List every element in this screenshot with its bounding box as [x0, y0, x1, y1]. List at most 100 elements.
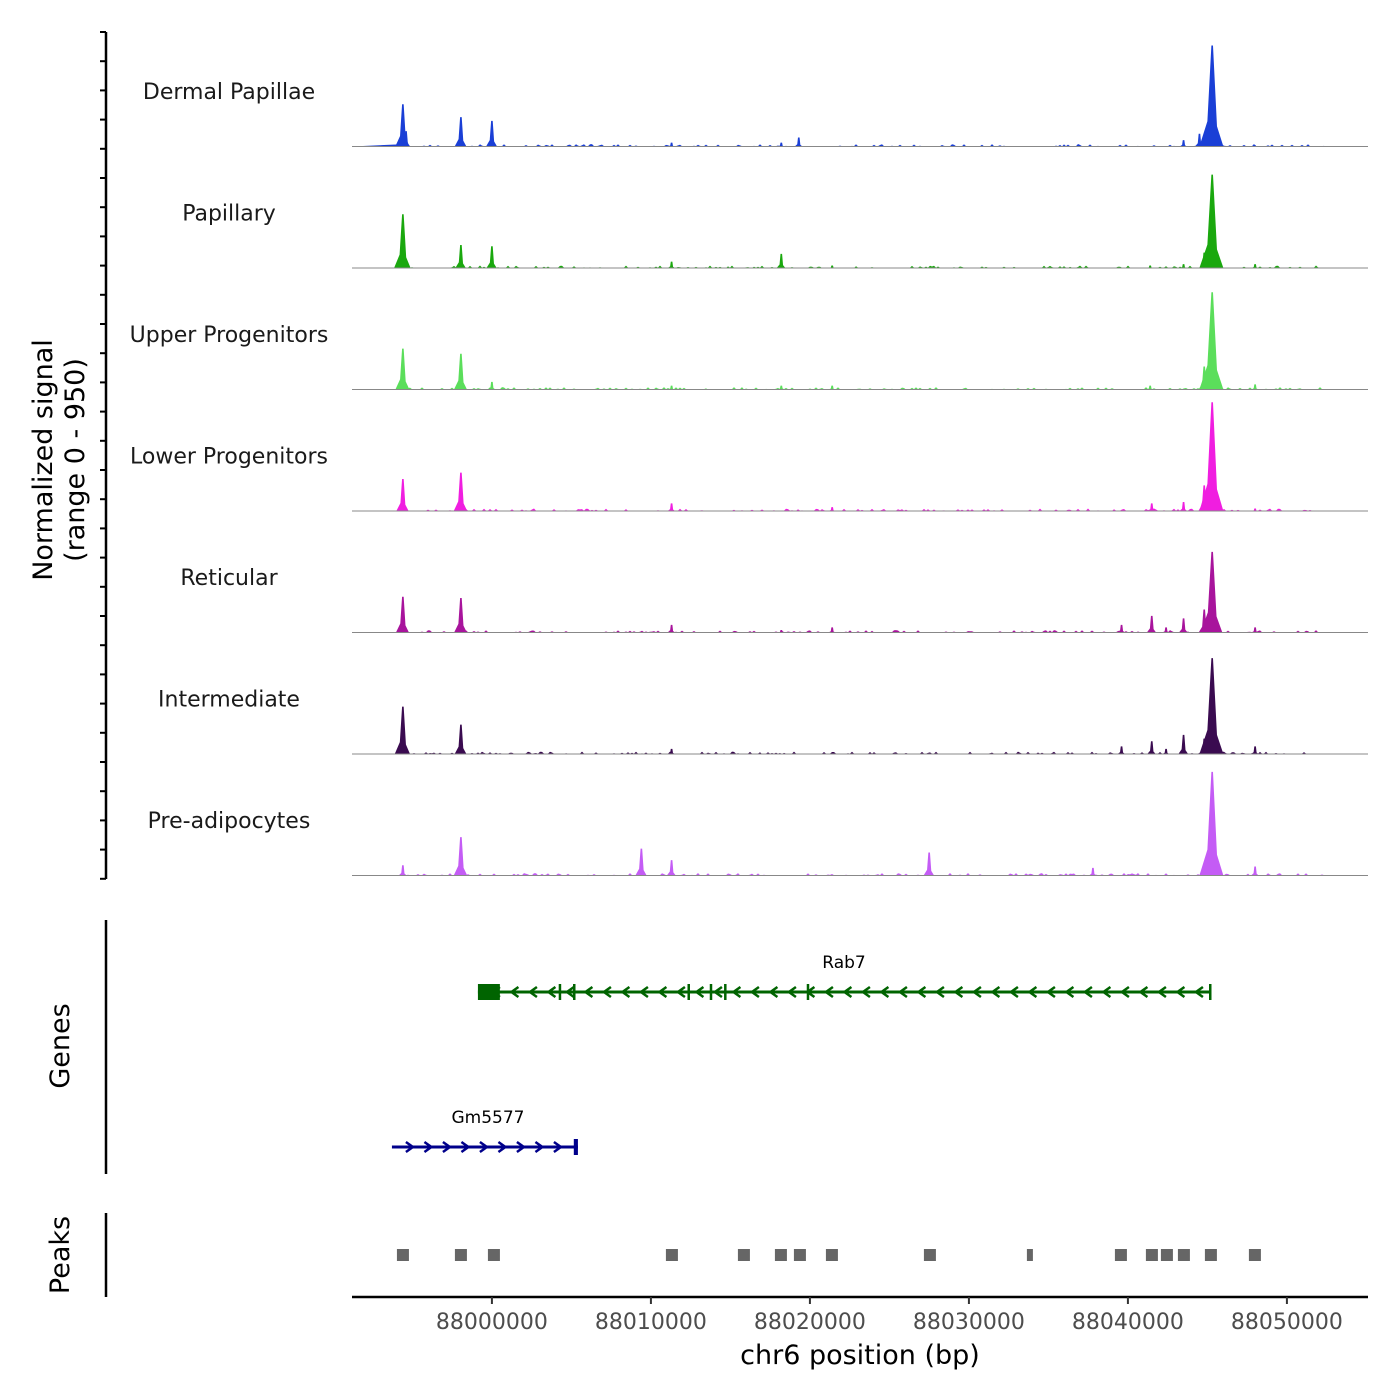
signal-peak — [1179, 140, 1187, 147]
signal-peak — [453, 837, 468, 876]
signal-peak — [1212, 133, 1221, 147]
genes-title: Genes — [45, 1003, 76, 1088]
signal-peak — [1146, 385, 1154, 390]
signal-peak — [1178, 734, 1189, 754]
signal-peak — [1146, 615, 1157, 633]
strand-arrow-icon — [564, 985, 575, 999]
strand-arrow-icon — [1138, 985, 1149, 999]
strand-arrow-icon — [527, 985, 538, 999]
y-axis-title-line1: Normalized signal — [28, 339, 59, 581]
signal-peak — [1199, 402, 1224, 511]
signal-peak — [1251, 746, 1259, 754]
signal-peak — [1198, 609, 1210, 633]
track-upper-progenitors: Upper Progenitors — [130, 292, 1368, 390]
exon — [709, 984, 713, 1000]
track-label: Upper Progenitors — [130, 323, 329, 348]
x-tick-label: 88020000 — [754, 1310, 866, 1335]
strand-arrow-icon — [601, 985, 612, 999]
signal-peak — [455, 244, 466, 268]
signal-peak — [1250, 866, 1259, 876]
x-tick-label: 88030000 — [913, 1310, 1025, 1335]
peak-region — [454, 1249, 467, 1261]
strand-arrow-icon — [731, 985, 742, 999]
track-label: Reticular — [180, 566, 278, 591]
signal-peak — [777, 385, 785, 390]
signal-peak — [667, 385, 675, 390]
strand-arrow-icon — [1064, 985, 1075, 999]
strand-arrow-icon — [546, 985, 557, 999]
peak-region — [1160, 1249, 1173, 1261]
peak-region — [1177, 1249, 1190, 1261]
peak-region — [793, 1249, 806, 1261]
signal-peak — [923, 852, 935, 876]
x-tick-label: 88000000 — [436, 1310, 548, 1335]
signal-peak — [1199, 771, 1224, 876]
signal-peak — [454, 724, 467, 754]
signal-peak — [454, 597, 467, 633]
strand-arrow-icon — [990, 985, 1001, 999]
signal-peak — [395, 596, 409, 633]
signal-peak — [1147, 503, 1156, 511]
strand-arrow-icon — [1082, 985, 1093, 999]
signal-peak — [667, 503, 676, 511]
strand-arrow-icon — [934, 985, 945, 999]
strand-arrow-icon — [953, 985, 964, 999]
coverage-tracks: Dermal Papillae Papillary Upper Progenitor… — [130, 45, 1368, 876]
peak-region — [825, 1249, 838, 1261]
strand-arrow-icon — [768, 985, 779, 999]
exon — [687, 984, 690, 1000]
signal-peak — [394, 214, 411, 268]
strand-arrow-icon — [479, 1140, 490, 1154]
strand-arrow-icon — [516, 1140, 527, 1154]
x-tick-label: 88010000 — [595, 1310, 707, 1335]
track-label: Dermal Papillae — [143, 80, 315, 105]
track-papillary: Papillary — [182, 174, 1368, 269]
strand-arrow-icon — [1193, 985, 1204, 999]
signal-peak — [1251, 264, 1259, 268]
signal-peak — [667, 261, 675, 268]
peak-region — [396, 1249, 409, 1261]
signal-peak — [1088, 867, 1097, 876]
strand-arrow-icon — [786, 985, 797, 999]
strand-arrow-icon — [842, 985, 853, 999]
signal-peak — [776, 253, 786, 268]
strand-arrow-icon — [638, 985, 649, 999]
strand-arrow-icon — [1045, 985, 1056, 999]
strand-arrow-icon — [442, 1140, 453, 1154]
signal-peak — [635, 848, 647, 876]
peak-region — [737, 1249, 750, 1261]
signal-peak — [1251, 508, 1259, 511]
signal-peak — [1117, 746, 1126, 754]
strand-arrow-icon — [897, 985, 908, 999]
signal-peak — [1251, 627, 1259, 633]
x-axis-title: chr6 position (bp) — [740, 1340, 980, 1371]
strand-arrow-icon — [1008, 985, 1019, 999]
strand-arrow-icon — [860, 985, 871, 999]
signal-baseline — [352, 873, 1325, 876]
exon — [1209, 984, 1212, 1000]
gene-gm5577: Gm5577 — [391, 1108, 578, 1155]
signal-baseline — [352, 387, 1325, 390]
track-label: Papillary — [182, 202, 276, 227]
signal-peak — [1179, 502, 1188, 511]
exon — [573, 1139, 578, 1155]
exon — [558, 984, 562, 1000]
gene-name: Rab7 — [822, 953, 865, 973]
strand-arrow-icon — [553, 1140, 564, 1154]
peak-region — [1248, 1249, 1261, 1261]
strand-arrow-icon — [694, 985, 705, 999]
strand-arrow-icon — [423, 1140, 434, 1154]
signal-baseline — [352, 630, 1325, 633]
signal-peak — [828, 507, 836, 511]
signal-baseline — [352, 265, 1325, 268]
signal-y-ticks — [100, 31, 106, 880]
signal-peak — [1179, 264, 1187, 268]
peak-region — [923, 1249, 936, 1261]
signal-peak — [667, 142, 675, 147]
signal-peak — [828, 627, 836, 633]
strand-arrow-icon — [460, 1140, 471, 1154]
signal-peak — [401, 131, 411, 147]
signal-baseline — [352, 508, 1325, 511]
strand-arrow-icon — [971, 985, 982, 999]
